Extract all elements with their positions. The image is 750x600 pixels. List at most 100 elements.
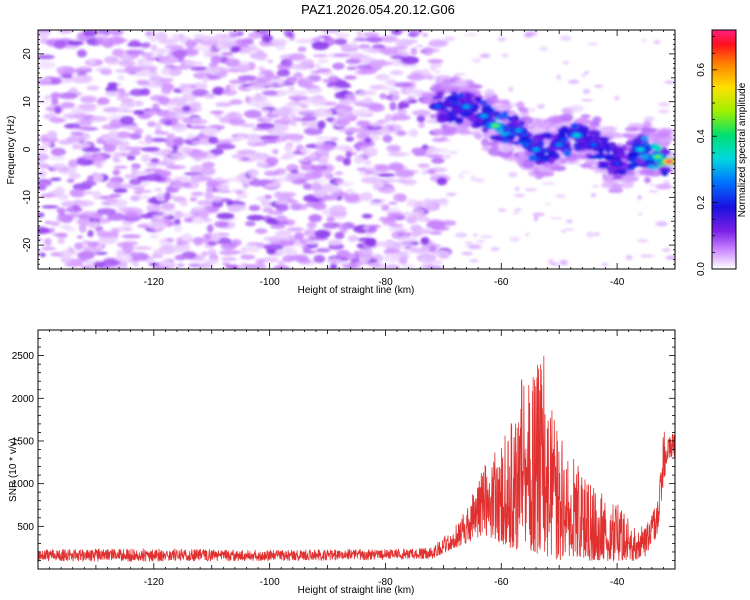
heatmap-noise-blob — [344, 93, 356, 98]
heatmap-noise-blob — [141, 154, 151, 163]
heatmap-noise-blob — [281, 114, 290, 123]
heatmap-noise-blob — [231, 153, 246, 159]
heatmap-signal-halo — [535, 118, 545, 127]
heatmap-noise-blob — [149, 233, 159, 239]
heatmap-noise-blob — [525, 232, 530, 237]
heatmap-y-ticks: -20 -10 0 10 20 — [22, 29, 675, 270]
heatmap-signal-blob — [607, 168, 615, 175]
heatmap-noise-blob — [95, 163, 104, 169]
heatmap-noise-blob — [96, 208, 117, 215]
heatmap-noise-blob — [593, 84, 604, 88]
heatmap-signal-peak — [515, 128, 522, 132]
heatmap-noise-blob — [423, 46, 434, 56]
heatmap-noise-blob — [582, 88, 591, 94]
heatmap-signal-halo — [492, 143, 499, 150]
snr-y-tick-label: 2000 — [12, 394, 35, 405]
heatmap-noise-blob — [38, 92, 41, 99]
heatmap-noise-blob — [96, 228, 105, 237]
heatmap-noise-blob — [461, 170, 472, 174]
heatmap-signal-halo — [559, 157, 567, 165]
heatmap-noise-blob — [134, 128, 144, 134]
heatmap-noise-blob — [129, 88, 146, 97]
heatmap-noise-blob — [249, 52, 268, 60]
heatmap-noise-blob — [359, 145, 367, 151]
heatmap-noise-blob — [335, 118, 350, 126]
heatmap-noise-blob — [390, 55, 406, 60]
heatmap-noise-blob — [49, 155, 66, 161]
heatmap-noise-blob — [258, 179, 273, 185]
heatmap-noise-blob — [211, 195, 223, 202]
heatmap-noise-blob — [118, 59, 136, 67]
heatmap-noise-blob — [169, 97, 187, 106]
heatmap-noise-blob — [305, 240, 318, 245]
heatmap-noise-blob — [236, 149, 257, 156]
heatmap-noise-blob — [166, 165, 187, 170]
heatmap-signal-halo — [646, 169, 662, 177]
heatmap-noise-blob — [45, 106, 56, 111]
heatmap-signal-blob — [621, 144, 628, 152]
heatmap-noise-blob — [420, 49, 428, 54]
heatmap-signal-blob — [621, 154, 628, 160]
heatmap-noise-blob — [193, 237, 204, 246]
heatmap-noise-blob — [229, 99, 243, 105]
heatmap-noise-blob — [442, 139, 452, 142]
heatmap-noise-blob — [586, 231, 595, 238]
heatmap-noise-blob — [366, 36, 383, 43]
heatmap-noise-blob — [169, 153, 185, 158]
heatmap-y-tick-label: -10 — [22, 190, 33, 205]
heatmap-noise-blob — [292, 139, 302, 143]
snr-y-label: SNR (10 * v/v) — [8, 438, 19, 502]
heatmap-noise-blob — [105, 85, 118, 93]
heatmap-noise-blob — [514, 208, 522, 211]
heatmap-noise-blob — [288, 53, 306, 61]
heatmap-signal-peak — [590, 143, 597, 147]
heatmap-noise-blob — [229, 83, 236, 92]
heatmap-noise-blob — [309, 179, 329, 183]
heatmap-noise-blob — [640, 254, 654, 258]
heatmap-noise-blob — [363, 32, 380, 38]
heatmap-noise-blob — [389, 223, 404, 228]
heatmap-noise-blob — [411, 147, 427, 155]
heatmap-noise-blob — [69, 188, 86, 198]
heatmap-x-tick-label: -120 — [144, 277, 164, 288]
heatmap-signal-blob — [499, 131, 510, 137]
heatmap-noise-blob — [189, 101, 202, 108]
heatmap-noise-blob — [62, 67, 77, 75]
heatmap-noise-blob — [245, 221, 256, 227]
heatmap-noise-blob — [371, 254, 384, 260]
heatmap-noise-blob — [407, 99, 418, 104]
heatmap-noise-blob — [275, 215, 288, 223]
heatmap-noise-blob — [334, 81, 350, 89]
heatmap-signal-halo — [611, 183, 623, 192]
heatmap-noise-blob — [637, 195, 642, 200]
heatmap-noise-blob — [58, 72, 66, 76]
heatmap-noise-blob — [322, 195, 337, 201]
heatmap-noise-blob — [393, 82, 413, 88]
heatmap-noise-blob — [173, 224, 183, 233]
heatmap-noise-blob — [665, 255, 675, 260]
heatmap-noise-blob — [525, 31, 538, 37]
heatmap-noise-blob — [655, 221, 668, 227]
heatmap-noise-blob — [52, 233, 66, 237]
heatmap-y-tick-label: 20 — [22, 48, 33, 60]
heatmap-noise-blob — [77, 251, 95, 260]
heatmap-noise-blob — [124, 49, 145, 55]
heatmap-noise-blob — [214, 33, 223, 40]
heatmap-noise-blob — [122, 227, 133, 231]
heatmap-signal-halo — [593, 169, 603, 174]
heatmap-noise-blob — [311, 182, 322, 192]
heatmap-noise-blob — [215, 184, 230, 191]
heatmap-noise-blob — [327, 257, 343, 265]
heatmap-signal-halo — [496, 100, 512, 105]
heatmap-noise-blob — [372, 262, 381, 268]
heatmap-signal-blob — [481, 106, 494, 114]
heatmap-noise-blob — [509, 236, 521, 243]
heatmap-noise-blob — [51, 163, 68, 171]
heatmap-noise-blob — [65, 228, 76, 233]
heatmap-cells — [38, 30, 675, 269]
heatmap-noise-blob — [134, 171, 152, 175]
heatmap-noise-blob — [172, 144, 179, 153]
heatmap-noise-blob — [648, 184, 657, 187]
heatmap-noise-blob — [410, 47, 418, 56]
heatmap-noise-blob — [452, 73, 466, 76]
